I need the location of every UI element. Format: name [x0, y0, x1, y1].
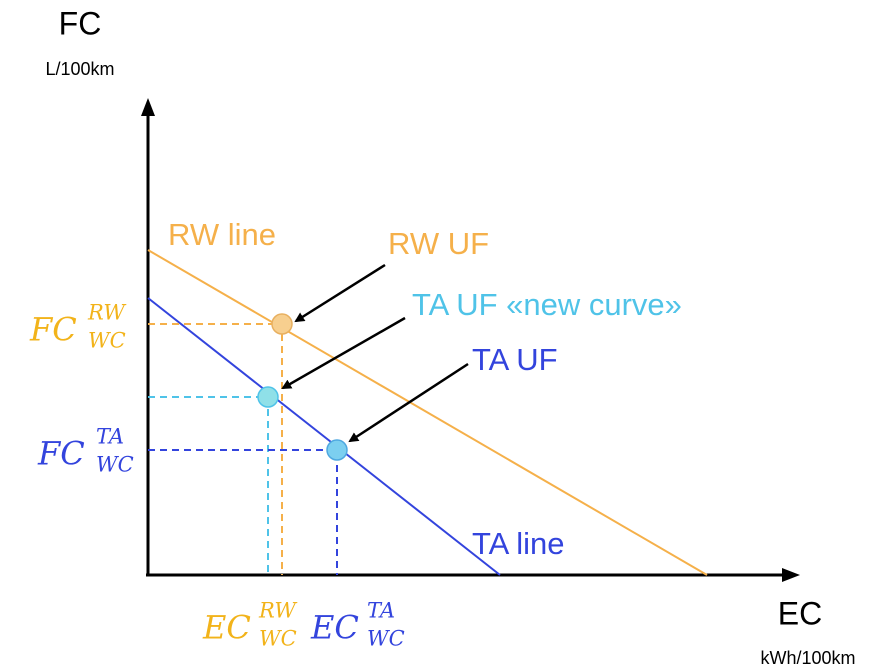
y-arrow — [141, 98, 155, 116]
arrow — [281, 316, 406, 390]
line-label: TA line — [472, 526, 564, 561]
x-arrow — [782, 568, 800, 582]
rw-uf-point — [271, 313, 293, 335]
y-axis-label: FC — [59, 5, 102, 41]
math-sub: WC — [367, 627, 405, 651]
math-sup: TA — [367, 599, 395, 623]
math-sub: WC — [88, 329, 126, 353]
math-sup: RW — [258, 599, 298, 623]
math-sup: TA — [96, 425, 124, 449]
ta-uf-point — [326, 439, 348, 461]
x-axis-label: EC — [778, 595, 822, 631]
math-sup: RW — [87, 301, 127, 325]
rw-line — [147, 249, 708, 576]
point-label: TA UF — [472, 342, 558, 377]
x-axis-unit: kWh/100km — [760, 648, 855, 668]
line-label: RW line — [168, 217, 276, 252]
arrow — [294, 263, 386, 323]
math-base: EC — [310, 609, 359, 647]
new-curve-point — [257, 386, 279, 408]
new-curve-guide — [148, 396, 269, 575]
math-sub: WC — [96, 453, 134, 477]
math-sub: WC — [259, 627, 297, 651]
point-label: RW UF — [388, 226, 489, 261]
math-base: FC — [37, 435, 85, 473]
point-label: TA UF «new curve» — [412, 287, 682, 322]
math-base: EC — [202, 609, 251, 647]
ta-line — [147, 297, 501, 576]
math-base: FC — [29, 311, 77, 349]
arrow — [348, 362, 469, 443]
ta-guide — [148, 449, 338, 575]
y-axis-unit: L/100km — [45, 59, 114, 79]
